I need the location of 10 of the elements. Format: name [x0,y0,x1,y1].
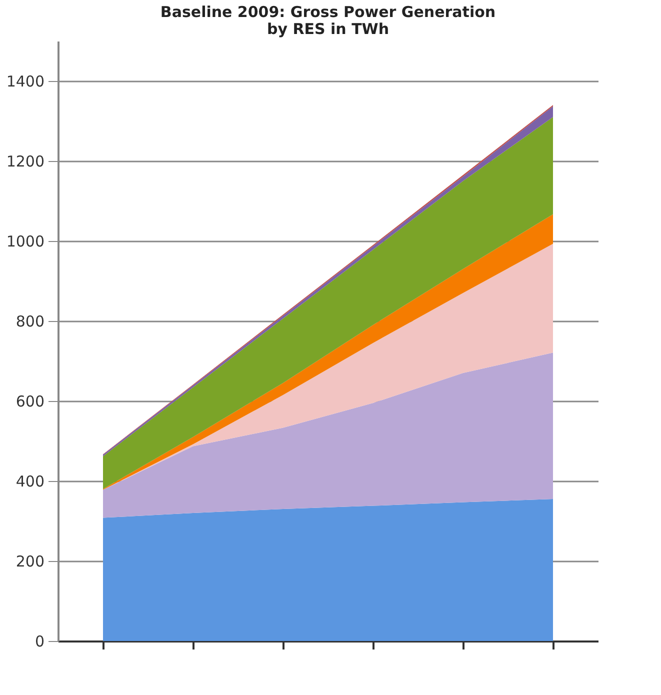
y-tick-label: 400 [16,472,44,490]
y-tick-label: 800 [16,312,44,330]
y-tick-label: 0 [34,632,44,650]
text: Baseline 2009: Gross Power Generation [160,3,496,21]
y-tick-label: 1200 [6,152,44,170]
text: by RES in TWh [266,20,390,38]
y-tick-label: 1400 [6,72,44,90]
y-tick-label: 1000 [6,232,44,250]
y-tick-label: 600 [16,392,44,410]
y-tick-label: 200 [16,552,44,570]
